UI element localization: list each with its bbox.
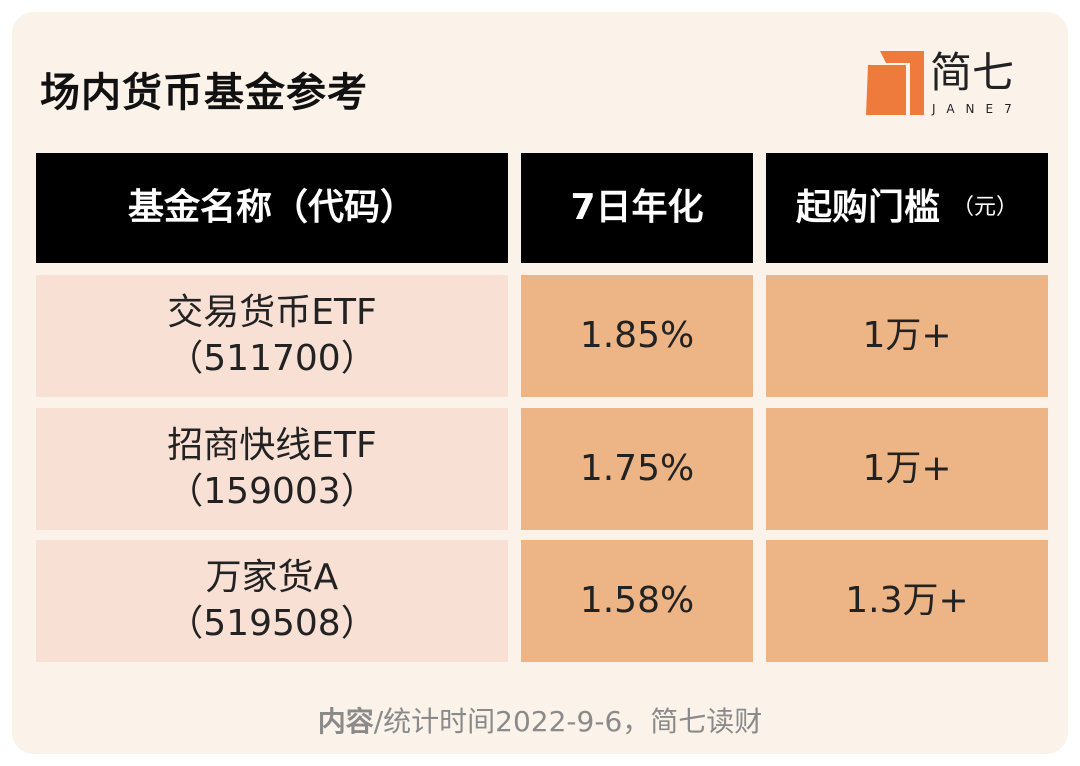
name-cell: 招商快线ETF （159003）: [36, 408, 508, 530]
minimum-cell: 1.3万+: [766, 540, 1048, 662]
footer: 内容/统计时间2022-9-6，简七读财: [0, 700, 1080, 740]
header-label: 7日年化: [570, 187, 704, 228]
fund-code: （159003）: [167, 471, 377, 512]
fund-name: 招商快线ETF: [167, 425, 377, 466]
title: 场内货币基金参考: [40, 70, 368, 116]
fund-name: 交易货币ETF: [167, 292, 377, 333]
header-cell: 7日年化: [521, 153, 753, 263]
logo-sub: JANE7: [931, 102, 1023, 116]
name-cell: 交易货币ETF （511700）: [36, 275, 508, 397]
header-unit: （元）: [952, 195, 1019, 220]
fund-code: （511700）: [167, 338, 377, 379]
header-cell: 基金名称（代码）: [36, 153, 508, 263]
fund-code: （519508）: [167, 603, 377, 644]
logo: 简七 JANE7: [866, 48, 1023, 116]
fund-name: 万家货A: [205, 557, 339, 598]
minimum-cell: 1万+: [766, 275, 1048, 397]
yield-cell: 1.58%: [521, 540, 753, 662]
logo-text: 简七: [930, 48, 1014, 97]
header-label: 起购门槛: [795, 187, 940, 228]
minimum-cell: 1万+: [766, 408, 1048, 530]
logo-mark: [880, 51, 924, 115]
name-cell: 万家货A （519508）: [36, 540, 508, 662]
footer-label: 内容: [317, 705, 374, 738]
header-cell: 起购门槛 （元）: [766, 153, 1048, 263]
yield-cell: 1.85%: [521, 275, 753, 397]
yield-cell: 1.75%: [521, 408, 753, 530]
logo-mark: [866, 65, 906, 115]
header-label: 基金名称（代码）: [127, 187, 416, 228]
footer-text: /统计时间2022-9-6，简七读财: [373, 705, 763, 738]
